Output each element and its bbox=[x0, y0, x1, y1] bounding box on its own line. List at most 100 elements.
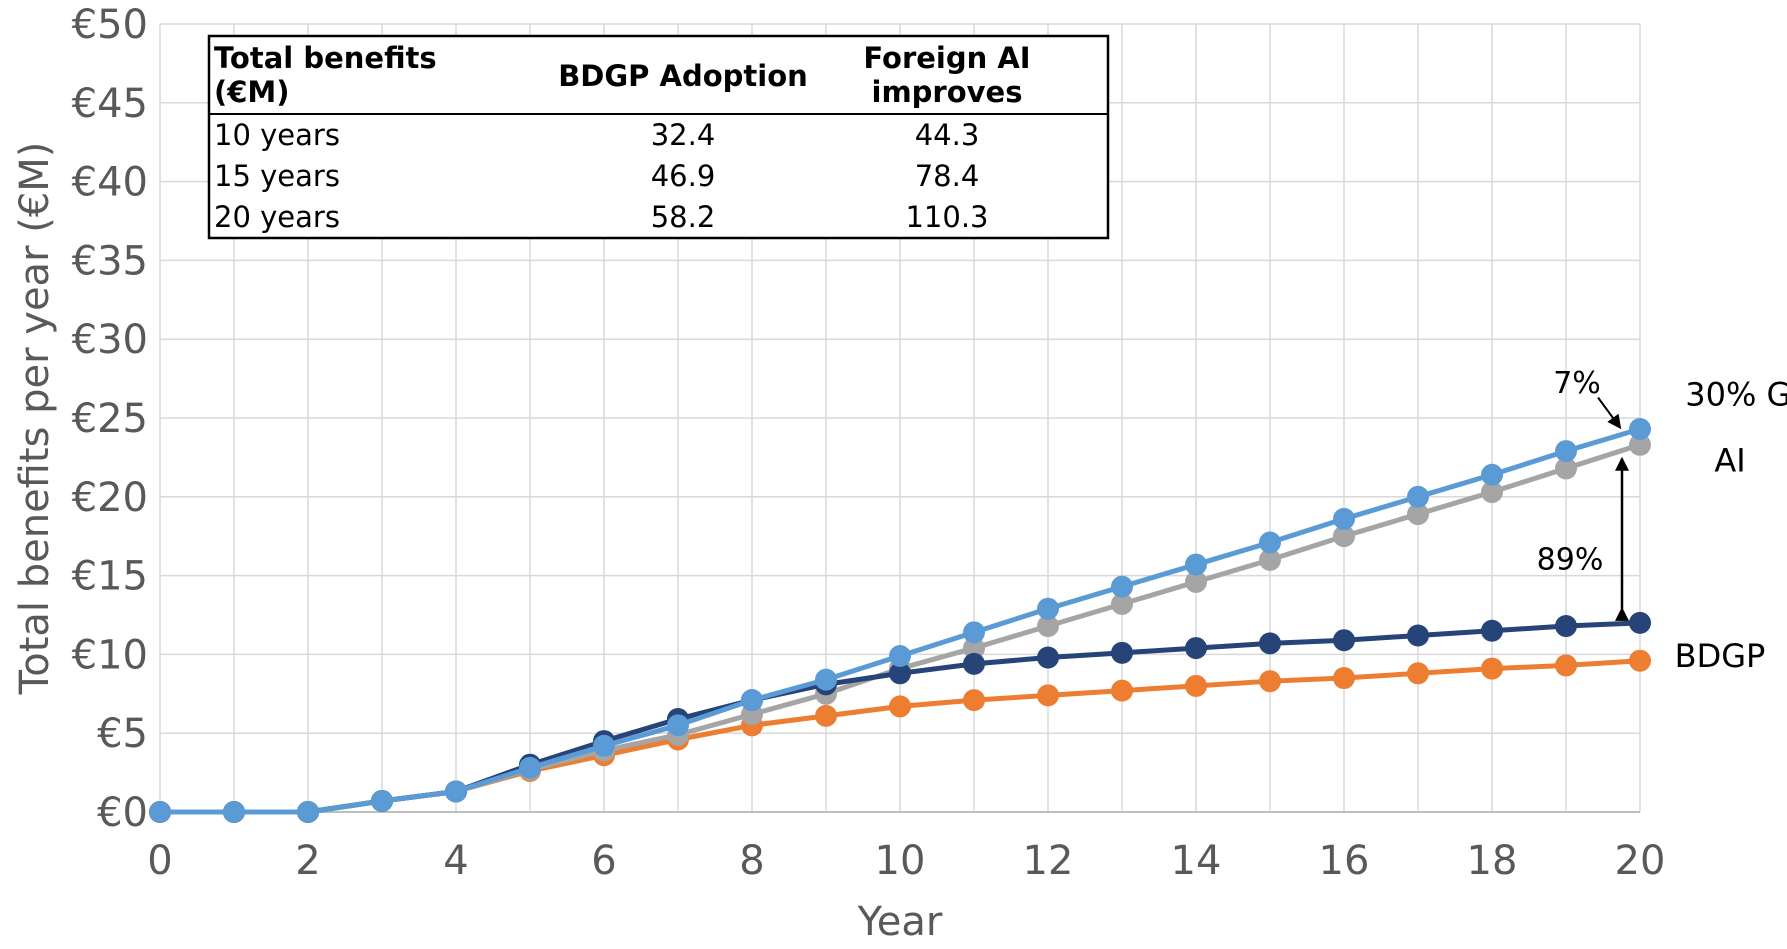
x-tick-label: 16 bbox=[1319, 838, 1370, 884]
data-point bbox=[963, 637, 985, 660]
data-point bbox=[1185, 570, 1207, 593]
data-point bbox=[1555, 654, 1577, 677]
x-tick-label: 10 bbox=[875, 838, 926, 884]
data-point bbox=[1111, 575, 1133, 598]
data-point bbox=[963, 621, 985, 644]
x-tick-label: 18 bbox=[1467, 838, 1518, 884]
series-label-gi-line2: AI bbox=[1714, 442, 1745, 480]
arrow-7-percent bbox=[1597, 396, 1622, 430]
x-tick-label: 12 bbox=[1023, 838, 1074, 884]
data-point bbox=[1037, 646, 1059, 669]
data-point bbox=[889, 662, 911, 685]
x-tick-label: 0 bbox=[147, 838, 172, 884]
data-point bbox=[1259, 670, 1281, 693]
summary-table: Total benefits(€M) BDGP Adoption Foreign A… bbox=[207, 34, 1110, 240]
data-point bbox=[1185, 674, 1207, 697]
data-point bbox=[1037, 597, 1059, 620]
table-header-cell: BDGP Adoption bbox=[558, 59, 808, 93]
x-tick-label: 6 bbox=[591, 838, 616, 884]
data-point bbox=[1111, 592, 1133, 615]
table-border bbox=[207, 34, 1110, 240]
series-label-gi-line1: 30% GI bbox=[1685, 375, 1787, 413]
data-point bbox=[1259, 531, 1281, 554]
table-header-cell: Total benefits bbox=[214, 41, 437, 75]
data-point bbox=[963, 689, 985, 712]
annotations: 89% 7% 30% GI AI BDGP bbox=[1537, 366, 1787, 675]
y-axis-title: Total benefits per year (€M) bbox=[12, 142, 58, 696]
data-point bbox=[519, 756, 541, 779]
y-tick-label: €10 bbox=[72, 632, 148, 678]
x-tick-label: 4 bbox=[443, 838, 468, 884]
data-point bbox=[1259, 632, 1281, 655]
y-tick-label: €5 bbox=[97, 711, 148, 757]
data-point bbox=[1407, 503, 1429, 526]
y-tick-label: €30 bbox=[72, 317, 148, 363]
y-tick-label: €45 bbox=[72, 81, 148, 127]
data-point bbox=[445, 780, 467, 803]
table-cell: 10 years bbox=[214, 118, 340, 152]
table-header-cell: Foreign AI bbox=[863, 41, 1030, 75]
data-point bbox=[1333, 525, 1355, 548]
table-cell: 32.4 bbox=[651, 118, 716, 152]
data-point bbox=[1037, 684, 1059, 707]
data-point bbox=[371, 789, 393, 812]
table-cell: 44.3 bbox=[915, 118, 980, 152]
gridlines bbox=[159, 23, 1641, 813]
x-tick-label: 20 bbox=[1615, 838, 1666, 884]
series-0 bbox=[149, 649, 1651, 823]
table-header-cell: (€M) bbox=[214, 75, 290, 109]
table-cell: 58.2 bbox=[651, 200, 716, 234]
y-tick-label: €50 bbox=[72, 2, 148, 48]
table-cell: 78.4 bbox=[915, 159, 980, 193]
y-tick-label: €35 bbox=[72, 238, 148, 284]
data-point bbox=[1333, 667, 1355, 690]
x-tick-label: 14 bbox=[1171, 838, 1222, 884]
data-point bbox=[741, 689, 763, 712]
series-label-bdgp: BDGP bbox=[1675, 637, 1766, 675]
annotation-89-label: 89% bbox=[1537, 542, 1604, 577]
data-point bbox=[1481, 463, 1503, 486]
data-point bbox=[297, 801, 319, 823]
data-point bbox=[1333, 507, 1355, 530]
data-point bbox=[223, 801, 245, 823]
data-point bbox=[1555, 615, 1577, 638]
data-point bbox=[1555, 440, 1577, 463]
x-tick-label: 8 bbox=[739, 838, 764, 884]
y-tick-label: €20 bbox=[72, 475, 148, 521]
data-point bbox=[1185, 637, 1207, 660]
data-point bbox=[1259, 548, 1281, 571]
table-cell: 20 years bbox=[214, 200, 340, 234]
data-point bbox=[1111, 641, 1133, 664]
y-tick-label: €0 bbox=[97, 790, 148, 836]
data-point bbox=[593, 734, 615, 757]
table-cell: 110.3 bbox=[905, 200, 988, 234]
table-cell: 15 years bbox=[214, 159, 340, 193]
data-point bbox=[1629, 418, 1651, 441]
data-point bbox=[1333, 629, 1355, 652]
data-point bbox=[1407, 662, 1429, 685]
data-point bbox=[1481, 657, 1503, 680]
series-lines bbox=[149, 418, 1651, 823]
table-header-cell: improves bbox=[872, 75, 1023, 109]
table-cell: 46.9 bbox=[651, 159, 716, 193]
data-point bbox=[1407, 485, 1429, 508]
data-point bbox=[1037, 615, 1059, 638]
data-point bbox=[889, 695, 911, 718]
data-point bbox=[815, 704, 837, 727]
x-tick-label: 2 bbox=[295, 838, 320, 884]
data-point bbox=[1629, 611, 1651, 634]
data-point bbox=[1111, 679, 1133, 702]
series-3 bbox=[149, 418, 1651, 823]
data-point bbox=[1481, 619, 1503, 642]
y-tick-label: €40 bbox=[72, 160, 148, 206]
y-tick-label: €25 bbox=[72, 396, 148, 442]
annotation-7-label: 7% bbox=[1553, 366, 1601, 401]
data-point bbox=[667, 714, 689, 737]
data-point bbox=[1185, 553, 1207, 576]
data-point bbox=[1481, 481, 1503, 504]
data-point bbox=[149, 801, 171, 823]
x-axis-title: Year bbox=[857, 899, 943, 944]
data-point bbox=[1629, 649, 1651, 672]
